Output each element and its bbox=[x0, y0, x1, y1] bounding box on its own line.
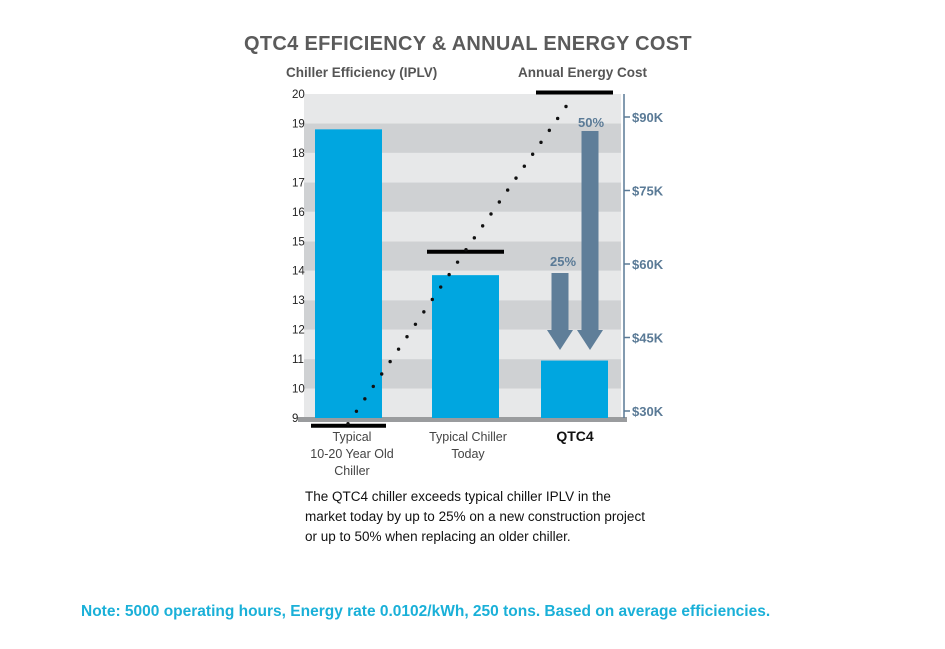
arrow-50-shaft bbox=[581, 131, 599, 330]
y-tick-label: 16 bbox=[292, 207, 305, 219]
y-tick-label: 12 bbox=[292, 325, 305, 337]
trend-dot bbox=[371, 384, 375, 389]
trend-dot bbox=[396, 347, 401, 351]
trend-dot bbox=[388, 359, 392, 364]
x-tick-label: Today bbox=[451, 447, 485, 461]
chart-caption: The QTC4 chiller exceeds typical chiller… bbox=[305, 489, 645, 544]
y2-tick-label: $60K bbox=[632, 257, 664, 272]
trend-dot bbox=[439, 285, 443, 289]
trend-dot bbox=[547, 128, 552, 133]
bar bbox=[432, 275, 499, 418]
trend-dot bbox=[455, 260, 460, 264]
x-tick-label: Chiller bbox=[334, 464, 369, 478]
x-axis-line bbox=[298, 417, 627, 422]
y-tick-label: 20 bbox=[292, 89, 305, 101]
y-tick-label: 17 bbox=[292, 177, 305, 189]
y2-axis-title: Annual Energy Cost bbox=[518, 65, 648, 80]
arrow-25-head bbox=[547, 330, 573, 350]
chart-title: QTC4 EFFICIENCY & ANNUAL ENERGY COST bbox=[244, 33, 692, 55]
y2-tick-label: $90K bbox=[632, 110, 664, 125]
x-tick-label: Typical bbox=[333, 430, 372, 444]
trend-dot bbox=[405, 335, 409, 339]
y2-tick-label: $30K bbox=[632, 404, 664, 419]
bar bbox=[541, 360, 608, 418]
trend-dot bbox=[472, 236, 477, 240]
y2-tick-label: $75K bbox=[632, 184, 664, 199]
trend-dot bbox=[489, 212, 493, 216]
bar bbox=[315, 129, 382, 418]
trend-dot bbox=[413, 322, 418, 326]
arrow-25-shaft bbox=[551, 273, 569, 330]
y-tick-label: 18 bbox=[292, 148, 305, 160]
y-tick-label: 10 bbox=[292, 384, 305, 396]
trend-dot bbox=[555, 116, 560, 121]
trend-dot bbox=[422, 310, 426, 314]
trend-dot bbox=[522, 164, 527, 168]
trend-dot bbox=[480, 224, 485, 228]
trend-dot bbox=[447, 272, 451, 277]
trend-dot bbox=[346, 422, 350, 426]
footnote: Note: 5000 operating hours, Energy rate … bbox=[81, 603, 771, 620]
trend-dot bbox=[464, 248, 468, 252]
trend-dot bbox=[430, 297, 434, 302]
trend-dot bbox=[564, 104, 568, 109]
trend-dot bbox=[530, 152, 535, 156]
y2-tick-label: $45K bbox=[632, 331, 664, 346]
y-tick-label: 15 bbox=[292, 236, 305, 248]
arrow-50-head bbox=[577, 330, 603, 350]
trend-dot bbox=[354, 409, 359, 413]
annotation-50: 50% bbox=[578, 115, 604, 130]
trend-dot bbox=[505, 188, 510, 192]
trend-dot bbox=[514, 176, 518, 180]
trend-dot bbox=[497, 200, 502, 204]
x-tick-label: Typical Chiller bbox=[429, 430, 507, 444]
y-tick-label: 13 bbox=[292, 295, 305, 307]
grid-band bbox=[304, 94, 621, 124]
y-tick-label: 11 bbox=[292, 354, 304, 366]
x-tick-label: QTC4 bbox=[556, 428, 594, 444]
annotation-25: 25% bbox=[550, 254, 576, 269]
y-tick-label: 9 bbox=[292, 413, 298, 425]
y-axis-title: Chiller Efficiency (IPLV) bbox=[286, 65, 437, 80]
trend-dot bbox=[363, 397, 367, 401]
trend-dot bbox=[380, 372, 384, 376]
trend-dot bbox=[539, 140, 543, 145]
y-tick-label: 14 bbox=[292, 266, 305, 278]
x-tick-label: 10-20 Year Old bbox=[310, 447, 393, 461]
y-tick-label: 19 bbox=[292, 118, 305, 130]
